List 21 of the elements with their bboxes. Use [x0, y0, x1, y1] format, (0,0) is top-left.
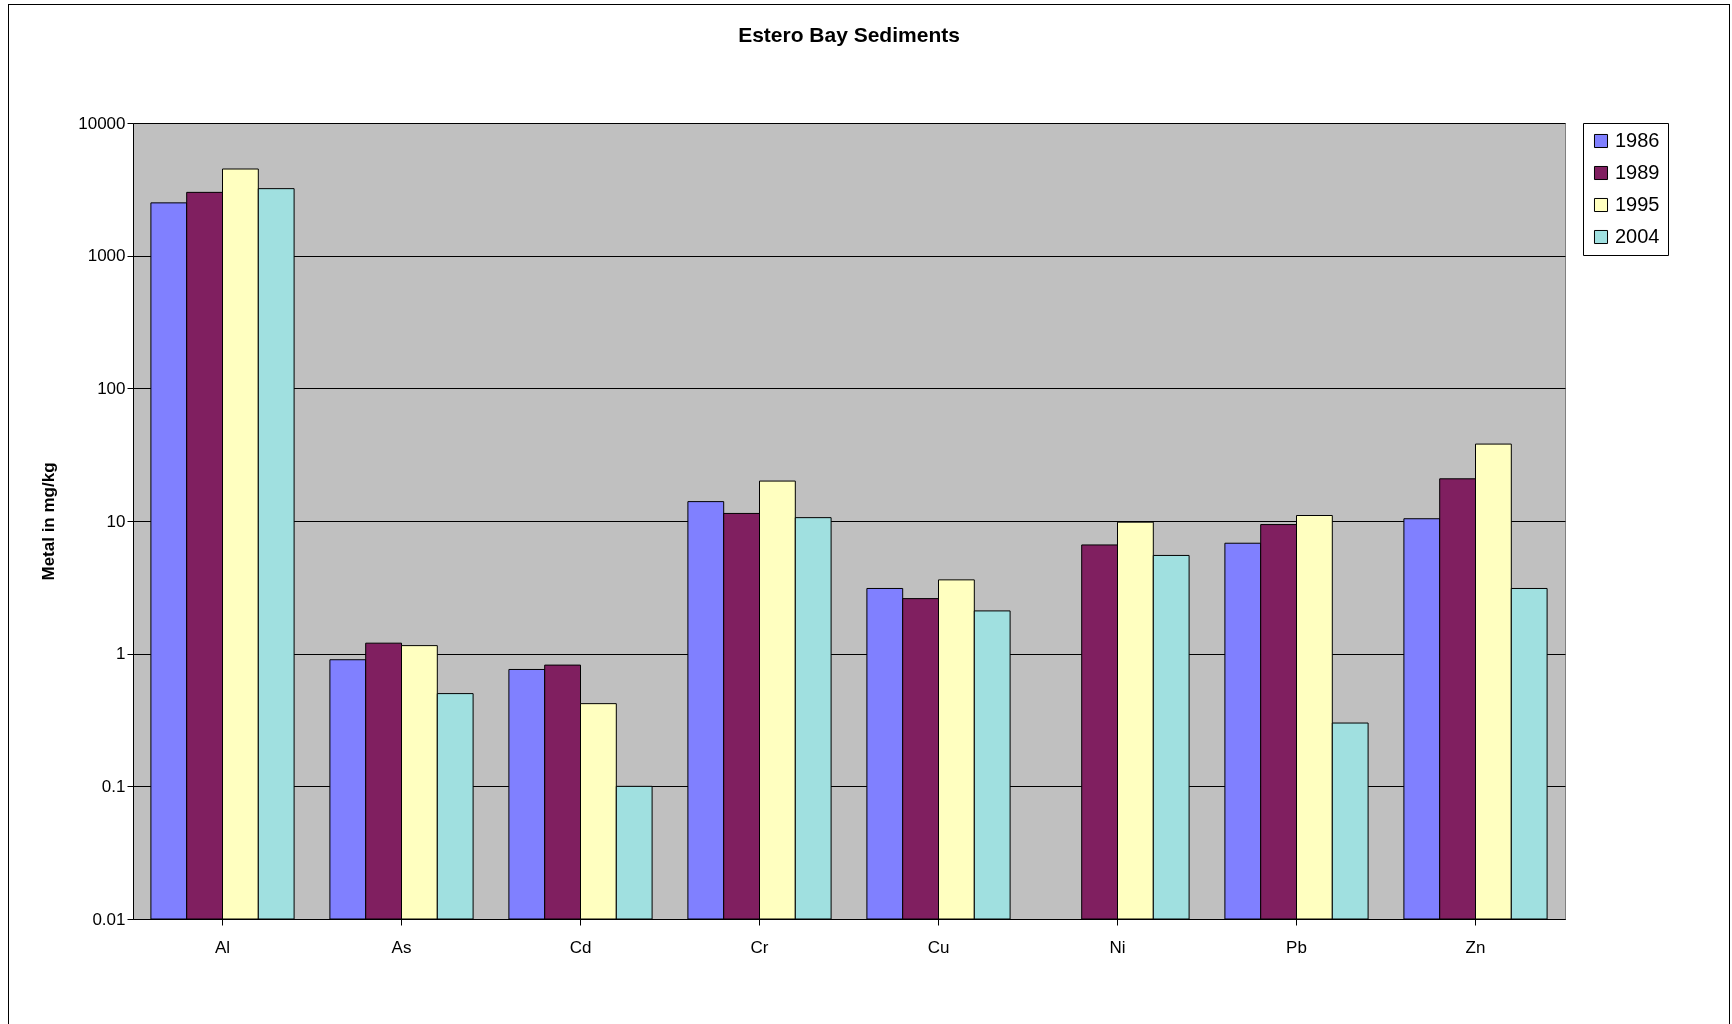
x-tick-label: Al: [214, 937, 231, 957]
x-tick-label: Cu: [927, 937, 950, 957]
y-tick-label: 1: [116, 644, 126, 664]
legend-label: 1995: [1615, 193, 1660, 215]
x-tick-label: Pb: [1286, 937, 1307, 957]
y-tick-label: 1000: [87, 246, 126, 266]
x-tick-label: Ni: [1109, 937, 1126, 957]
legend-label: 2004: [1615, 225, 1660, 247]
y-tick-label: 0.1: [101, 776, 126, 796]
legend-label: 1989: [1615, 161, 1660, 183]
x-tick-label: As: [391, 937, 412, 957]
x-tick-label: Cr: [750, 937, 769, 957]
y-tick-label: 10: [106, 511, 126, 531]
x-tick-label: Zn: [1465, 937, 1486, 957]
chart-title: Estero Bay Sediments: [738, 23, 960, 46]
y-tick-label: 0.01: [92, 909, 126, 929]
y-tick-label: 10000: [78, 113, 126, 133]
y-axis-title: Metal in mg/kg: [39, 462, 59, 581]
y-tick-label: 100: [97, 378, 126, 398]
legend-label: 1986: [1615, 129, 1660, 151]
x-tick-label: Cd: [569, 937, 592, 957]
